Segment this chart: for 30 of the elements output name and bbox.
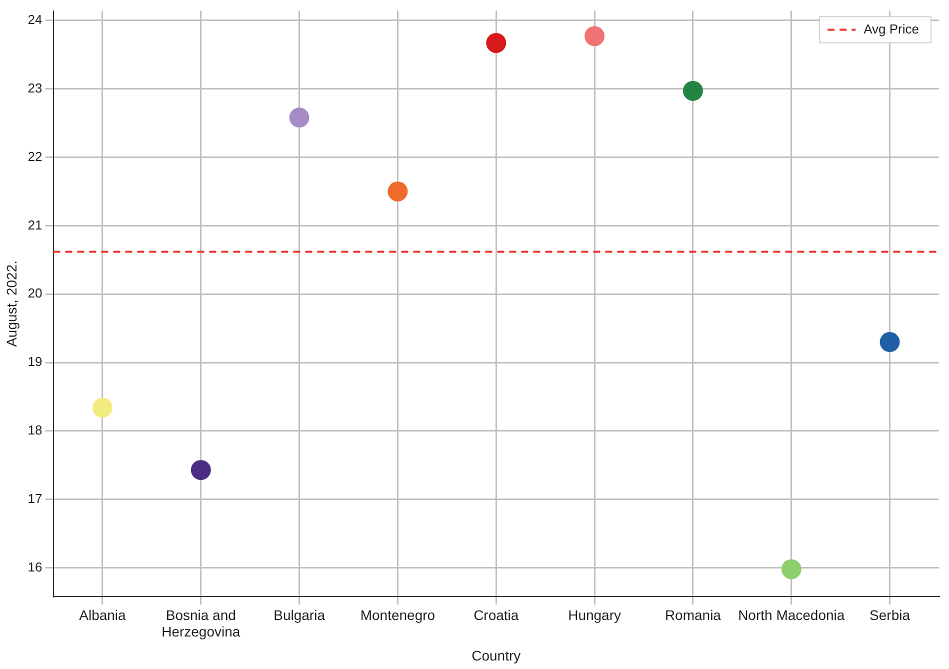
point <box>486 32 506 53</box>
point <box>388 181 408 202</box>
y-tick-label: 18 <box>28 422 42 438</box>
y-axis-title: August, 2022. <box>3 260 20 347</box>
point <box>682 80 703 101</box>
x-tick-label: Hungary <box>568 606 622 623</box>
x-tick-label: Romania <box>664 606 722 623</box>
legend-label: Avg Price <box>864 21 920 36</box>
x-tick-label: Bosnia and Herzegovina <box>162 606 240 640</box>
x-axis-title: Country <box>472 647 521 664</box>
y-tick-label: 23 <box>28 80 42 96</box>
y-tick-label: 24 <box>28 12 42 27</box>
y-tick-label: 19 <box>28 354 42 370</box>
point <box>289 108 310 128</box>
y-tick-label: 17 <box>28 491 42 506</box>
point <box>584 26 605 46</box>
point <box>92 398 112 418</box>
y-tick-label: 22 <box>28 148 42 164</box>
y-tick-label: 21 <box>28 217 42 232</box>
x-tick-label: Croatia <box>474 606 519 623</box>
point <box>190 460 211 480</box>
x-tick-label: Serbia <box>870 606 910 623</box>
x-tick-label: Bulgaria <box>274 606 326 623</box>
point <box>781 559 802 580</box>
x-tick-label: Albania <box>79 606 126 623</box>
x-tick-label: Montenegro <box>360 606 436 623</box>
y-tick-label: 16 <box>28 559 42 574</box>
y-tick-label: 20 <box>28 286 42 301</box>
point <box>880 332 900 352</box>
x-tick-label: North Macedonia <box>738 606 845 623</box>
